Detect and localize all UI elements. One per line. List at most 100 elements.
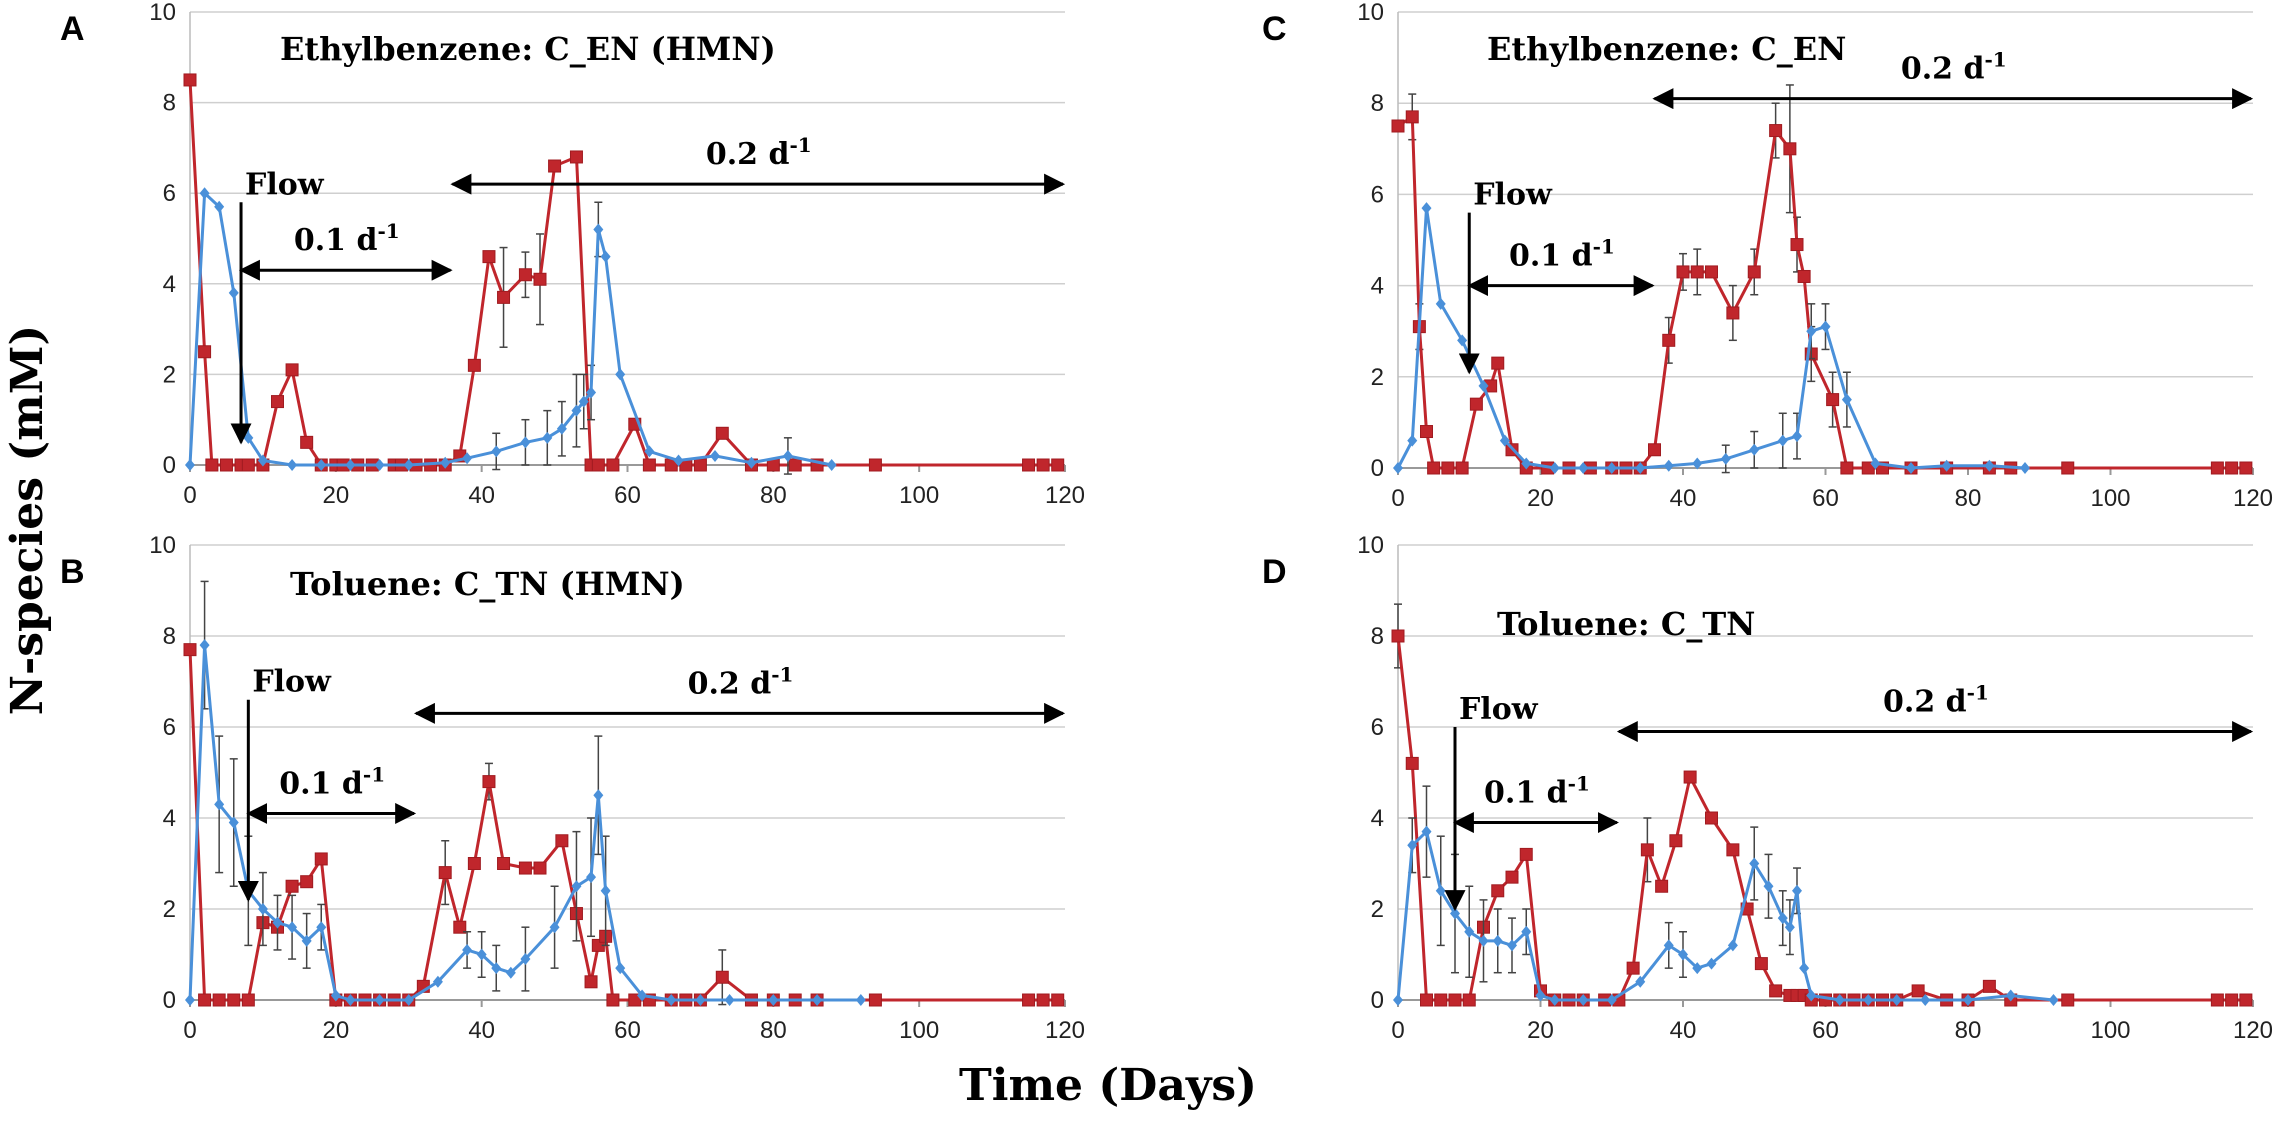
data-point-red <box>227 993 241 1007</box>
data-point-red <box>1669 834 1683 848</box>
data-point-blue <box>1464 925 1475 938</box>
data-point-red <box>868 993 882 1007</box>
rate1-label-text: 0.1 d <box>294 223 378 258</box>
rate2-label: 0.2 d-1 <box>688 662 794 701</box>
rate1-label: 0.1 d-1 <box>279 762 385 801</box>
data-point-blue <box>520 953 531 966</box>
x-tick-label: 20 <box>1527 1017 1554 1044</box>
data-point-blue <box>2005 989 2016 1002</box>
data-point-red <box>2225 461 2239 475</box>
data-point-red <box>241 458 255 472</box>
data-point-blue <box>571 880 582 893</box>
data-point-blue <box>768 994 779 1006</box>
data-point-blue <box>301 934 312 947</box>
data-point-red <box>1769 124 1783 138</box>
data-point-red <box>1391 119 1405 133</box>
data-point-red <box>1747 265 1761 279</box>
data-point-red <box>467 358 481 372</box>
data-point-red <box>591 458 605 472</box>
data-point-red <box>1519 847 1533 861</box>
data-point-blue <box>491 445 502 458</box>
data-point-blue <box>1521 925 1532 938</box>
panel-title: Ethylbenzene: C_EN <box>1487 30 1846 68</box>
data-point-red <box>1427 461 1441 475</box>
data-point-red <box>1405 756 1419 770</box>
data-point-red <box>1420 425 1433 439</box>
flow-label: Flow <box>1473 178 1553 213</box>
data-point-red <box>642 458 656 472</box>
data-point-red <box>533 272 547 286</box>
data-point-blue <box>374 459 385 471</box>
data-point-blue <box>1906 462 1916 474</box>
x-tick-label: 100 <box>2090 1017 2130 1044</box>
x-axis-label: Time (Days) <box>959 1060 1257 1111</box>
rate1-label-sup: -1 <box>363 762 385 786</box>
y-tick-label: 8 <box>163 623 176 650</box>
x-tick-label: 60 <box>614 482 641 509</box>
data-point-blue <box>2020 462 2030 474</box>
data-point-red <box>1036 458 1050 472</box>
x-tick-label: 0 <box>1391 1017 1404 1044</box>
data-point-red <box>453 920 467 934</box>
y-tick-label: 2 <box>1371 896 1384 923</box>
data-point-blue <box>1777 912 1788 925</box>
data-point-red <box>198 345 212 359</box>
data-point-red <box>606 458 620 472</box>
x-tick-label: 0 <box>1391 485 1404 512</box>
y-tick-label: 4 <box>1371 273 1384 300</box>
data-point-blue <box>1578 462 1589 474</box>
data-point-blue <box>214 200 225 213</box>
data-point-blue <box>1499 434 1510 447</box>
data-point-red <box>467 857 481 870</box>
data-point-blue <box>199 187 210 200</box>
data-point-red <box>1783 142 1797 156</box>
data-point-blue <box>287 921 298 934</box>
data-point-red <box>1982 979 1996 993</box>
data-point-blue <box>1478 379 1489 392</box>
data-point-blue <box>1535 989 1546 1002</box>
data-point-blue <box>403 994 414 1006</box>
data-point-red <box>1790 238 1804 252</box>
panel-letter: B <box>60 553 85 591</box>
data-point-red <box>1448 993 1462 1007</box>
data-point-blue <box>1635 975 1646 988</box>
rate2-label: 0.2 d-1 <box>1883 681 1989 720</box>
x-tick-label: 120 <box>2233 485 2273 512</box>
rate2-label-sup: -1 <box>771 662 793 686</box>
data-point-blue <box>330 989 341 1002</box>
data-point-red <box>533 861 547 875</box>
y-axis-label: N-species (mM) <box>2 325 53 716</box>
x-tick-label: 60 <box>1812 1017 1839 1044</box>
rate2-label-sup: -1 <box>1967 681 1989 705</box>
data-point-red <box>1022 458 1036 472</box>
data-point-blue <box>782 449 793 462</box>
rate2-label: 0.2 d-1 <box>1901 48 2007 87</box>
data-point-red <box>693 458 707 472</box>
data-point-red <box>1505 870 1519 884</box>
rate2-label-sup: -1 <box>1984 48 2006 72</box>
x-tick-label: 0 <box>183 1017 196 1044</box>
data-point-red <box>584 975 598 989</box>
data-point-red <box>1826 393 1840 407</box>
data-point-red <box>1726 306 1740 320</box>
data-point-red <box>1726 843 1740 857</box>
data-point-blue <box>287 459 298 471</box>
data-point-red <box>518 268 532 282</box>
panel-letter: A <box>60 10 85 48</box>
data-point-red <box>1462 993 1476 1007</box>
data-point-blue <box>1891 994 1902 1006</box>
data-point-red <box>271 395 284 409</box>
data-point-blue <box>1663 459 1674 472</box>
data-point-blue <box>1920 994 1931 1006</box>
data-point-blue <box>1635 462 1646 474</box>
data-point-blue <box>345 994 356 1006</box>
data-point-red <box>1441 461 1455 475</box>
data-point-red <box>518 861 532 875</box>
data-point-red <box>548 159 562 173</box>
data-point-red <box>1683 770 1697 784</box>
